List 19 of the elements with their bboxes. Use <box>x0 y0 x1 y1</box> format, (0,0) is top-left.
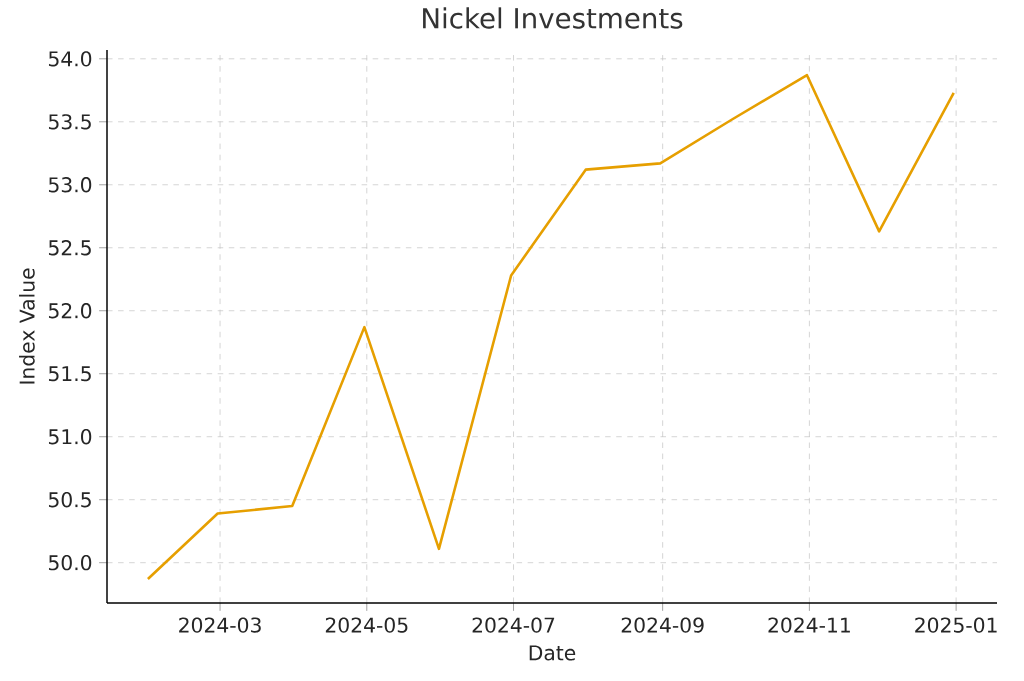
y-tick-label: 52.5 <box>48 240 91 256</box>
y-tick-label: 50.5 <box>48 492 91 508</box>
y-axis-title: Index Value <box>19 268 35 384</box>
y-tick-label: 51.5 <box>48 366 91 382</box>
y-tick-label: 51.0 <box>48 429 92 445</box>
x-tick-label: 2024-05 <box>325 617 408 633</box>
y-tick-label: 53.5 <box>48 114 91 130</box>
y-tick-label: 54.0 <box>48 51 92 67</box>
y-tick-label: 50.0 <box>48 555 92 571</box>
x-tick-label: 2025-01 <box>915 617 997 633</box>
line-series <box>146 73 955 581</box>
x-axis-title: Date <box>529 645 576 661</box>
x-tick-label: 2024-03 <box>179 617 261 633</box>
x-tick-label: 2024-11 <box>768 617 850 633</box>
x-tick-label: 2024-09 <box>621 617 704 633</box>
y-tick-label: 53.0 <box>48 177 92 193</box>
chart-title: Nickel Investments <box>423 7 683 29</box>
y-tick-label: 52.0 <box>48 303 92 319</box>
x-tick-label: 2024-07 <box>472 617 555 633</box>
